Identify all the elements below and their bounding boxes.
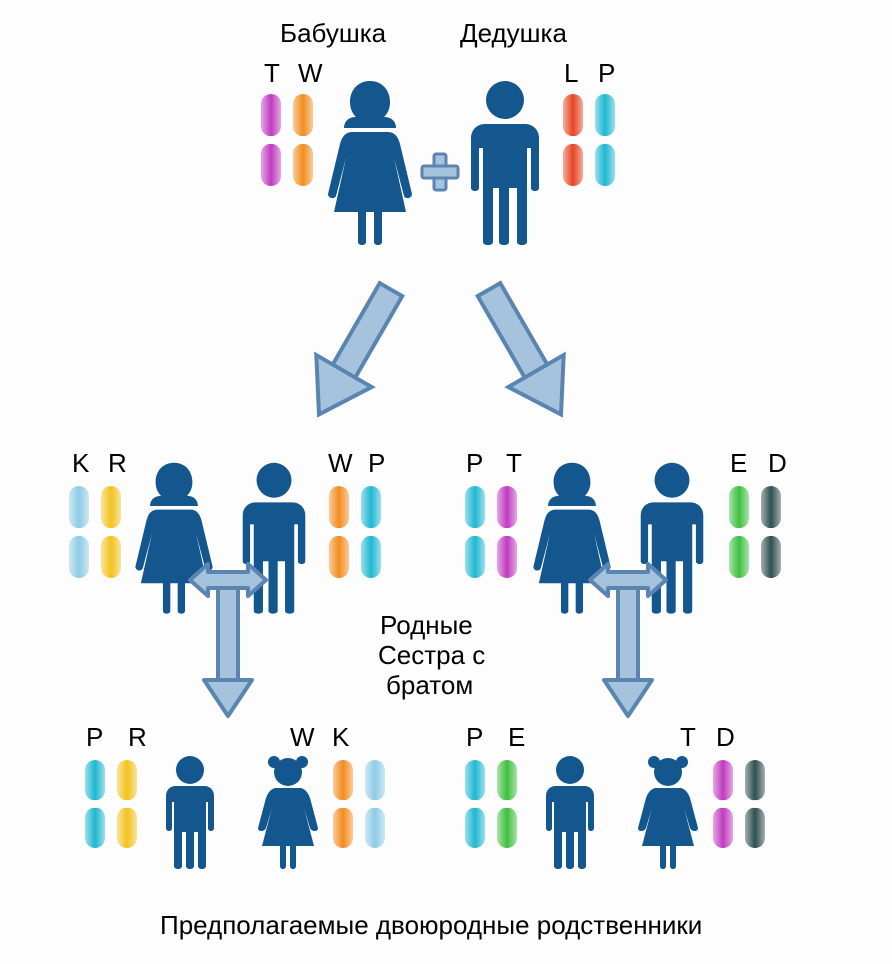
chromo-K-c2 [362,758,388,850]
letter-P-c1: P [86,722,103,753]
chromo-W-c2 [330,758,356,850]
arrow-down-left [290,275,420,430]
chromo-R-left [98,484,124,580]
letter-P-gf: P [598,58,615,89]
letter-E-c3: E [508,722,525,753]
chromo-L-gf [560,92,586,188]
figure-girl-c4 [628,752,708,872]
arrow-couple-left [188,560,268,720]
chromo-P-left [358,484,384,580]
letter-P-left: P [368,448,385,479]
letter-W-left: W [328,448,353,479]
diagram-stage: Бабушка Дедушка T W L P [0,0,892,964]
chromo-P-c1 [82,758,108,850]
letter-W-gm: W [298,58,323,89]
letter-T-c4: T [680,722,696,753]
label-siblings-2: Сестра с [378,640,485,671]
arrow-couple-right [588,560,668,720]
figure-boy-c1 [150,752,230,872]
letter-P-c3: P [466,722,483,753]
chromo-T-right [494,484,520,580]
letter-P-right: P [466,448,483,479]
chromo-E-c3 [494,758,520,850]
chromo-T-gm [258,92,284,188]
letter-L-gf: L [564,58,578,89]
letter-R-c1: R [128,722,147,753]
label-siblings-1: Родные [380,610,473,641]
label-grandmother: Бабушка [280,18,386,49]
letter-D-right: D [768,448,787,479]
label-siblings-3: братом [386,670,473,701]
figure-girl-c2 [248,752,328,872]
figure-boy-c3 [530,752,610,872]
chromo-P-gf [592,92,618,188]
letter-R-left: R [108,448,127,479]
chromo-W-left [326,484,352,580]
chromo-R-c1 [114,758,140,850]
label-cousins: Предполагаемые двоюродные родственники [160,910,702,941]
figure-grandfather [455,78,555,248]
chromo-K-left [66,484,92,580]
letter-K-left: K [72,448,89,479]
figure-grandmother [320,78,420,248]
chromo-W-gm [290,92,316,188]
chromo-D-right [758,484,784,580]
letter-D-c4: D [716,722,735,753]
label-grandfather: Дедушка [460,18,567,49]
chromo-P-c3 [462,758,488,850]
arrow-down-right [460,275,590,430]
chromo-D-c4 [742,758,768,850]
letter-K-c2: K [332,722,349,753]
letter-E-right: E [730,448,747,479]
chromo-T-c4 [710,758,736,850]
chromo-P-right [462,484,488,580]
letter-T-gm: T [264,58,280,89]
letter-W-c2: W [290,722,315,753]
letter-T-right: T [506,448,522,479]
plus-icon [420,152,460,192]
chromo-E-right [726,484,752,580]
